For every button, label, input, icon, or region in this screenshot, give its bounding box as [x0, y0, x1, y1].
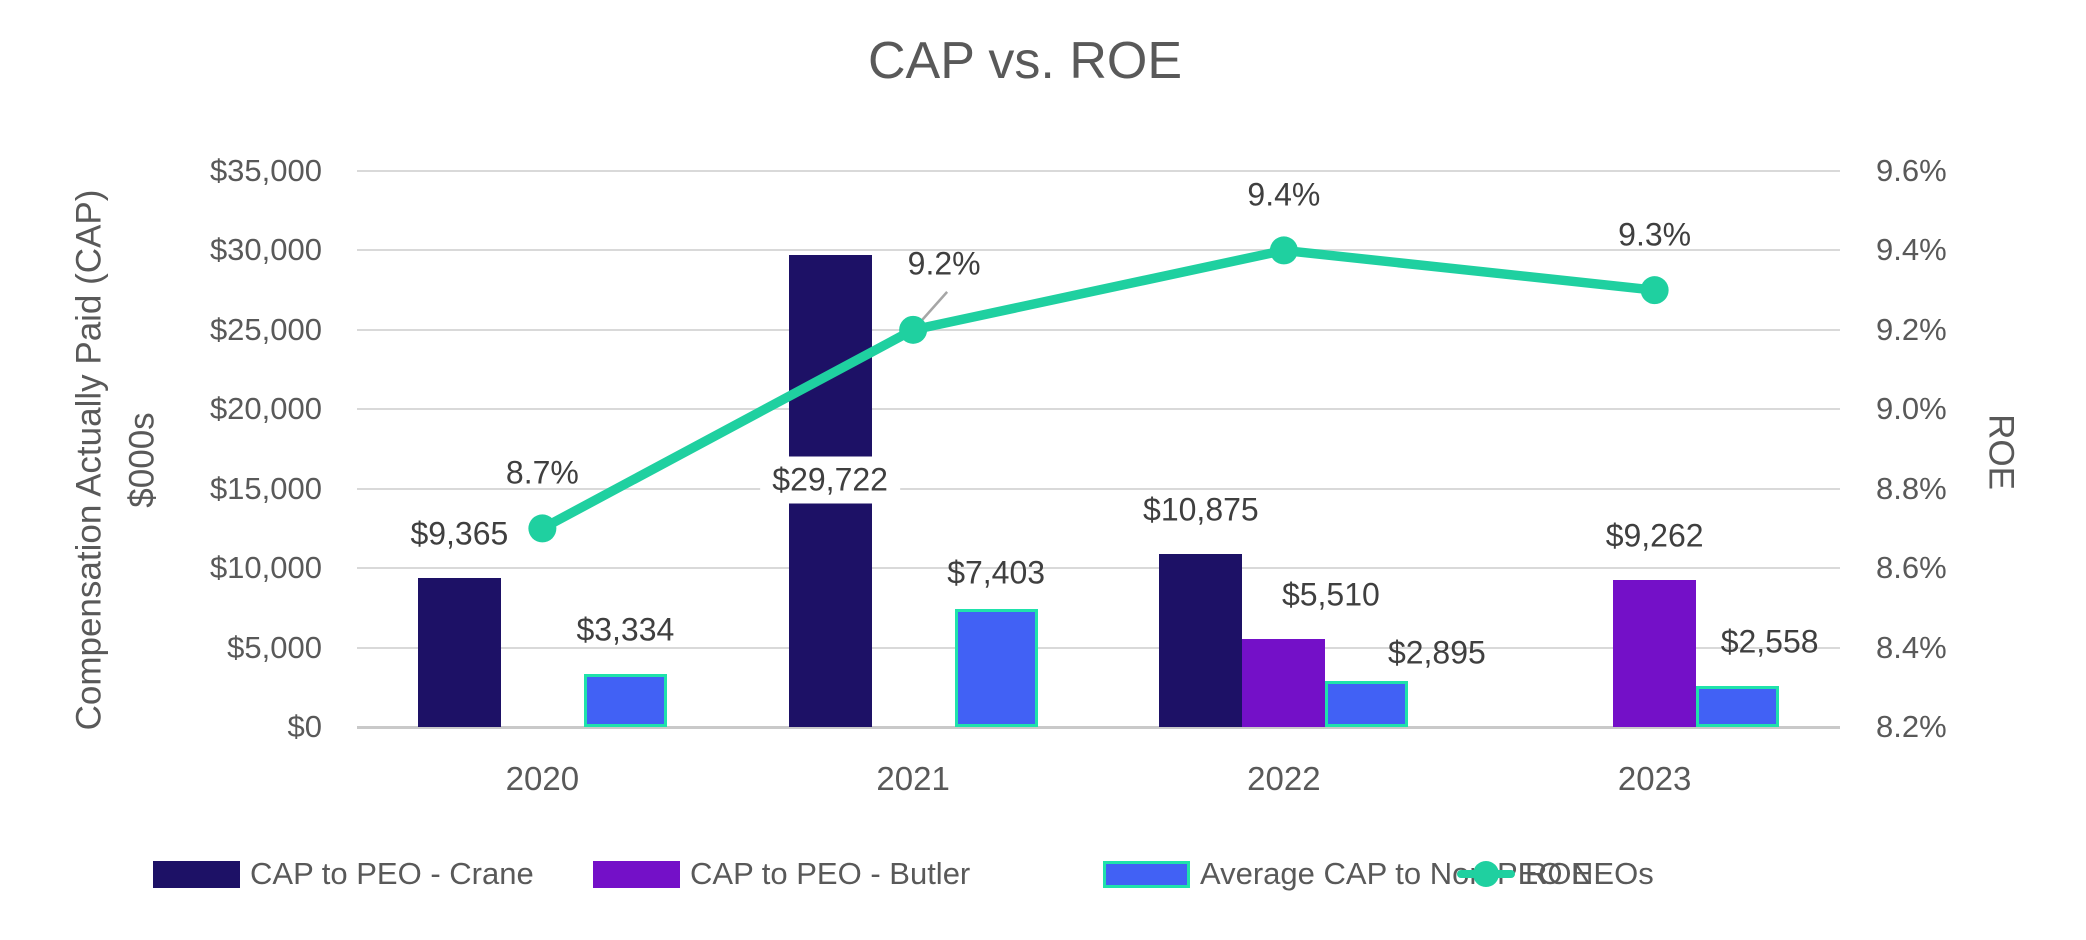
bar-average-cap-to-non-peo-neos-2020 — [583, 674, 667, 727]
y1-tick: $0 — [287, 709, 322, 744]
legend-item-1: CAP to PEO - Crane — [153, 853, 534, 895]
y2-tick: 9.4% — [1876, 232, 1947, 268]
legend-swatch — [1103, 860, 1190, 888]
y1-tick: $25,000 — [209, 311, 322, 347]
gridline — [357, 567, 1840, 570]
bar-average-cap-to-non-peo-neos-2023 — [1696, 686, 1780, 727]
y2-tick: 8.2% — [1876, 709, 1947, 744]
label-leader-line — [914, 291, 949, 329]
x-tick-2022: 2022 — [1247, 760, 1321, 797]
bar-data-label: $9,365 — [410, 515, 509, 552]
y1-tick: $30,000 — [209, 232, 322, 268]
y2-tick: 8.6% — [1876, 550, 1947, 586]
bar-data-label: $2,895 — [1387, 634, 1486, 671]
y1-tick: $20,000 — [209, 391, 322, 427]
roe-marker — [528, 514, 557, 543]
y2-tick: 9.6% — [1876, 153, 1947, 188]
gridline — [357, 646, 1840, 649]
legend-item-3: Average CAP to Non-PEO NEOs — [1103, 853, 1654, 895]
roe-marker — [1640, 276, 1669, 305]
bar-average-cap-to-non-peo-neos-2021 — [954, 609, 1038, 727]
bar-data-label: $2,558 — [1720, 623, 1819, 660]
bar-cap-to-peo-crane-2022 — [1159, 554, 1243, 727]
gridline — [357, 487, 1840, 490]
legend-label: CAP to PEO - Butler — [690, 856, 971, 891]
chart-title: CAP vs. ROE — [867, 32, 1183, 90]
x-tick-2020: 2020 — [505, 760, 580, 797]
y1-tick: $15,000 — [209, 470, 322, 506]
y1-tick: $10,000 — [209, 550, 322, 586]
roe-data-label: 9.2% — [907, 245, 981, 282]
gridline — [357, 328, 1840, 331]
legend-label: Average CAP to Non-PEO NEOs — [1200, 856, 1654, 891]
legend-swatch — [153, 860, 240, 888]
x-tick-2021: 2021 — [876, 760, 950, 797]
bar-data-label: $7,403 — [947, 554, 1046, 591]
y1-tick: $5,000 — [227, 629, 322, 665]
roe-data-label: 9.4% — [1247, 176, 1321, 213]
y2-tick: 9.0% — [1876, 391, 1947, 427]
bar-cap-to-peo-butler-2023 — [1613, 579, 1697, 727]
legend-item-2: CAP to PEO - Butler — [593, 853, 970, 895]
gridline — [357, 408, 1840, 411]
legend-item-roe: ROE — [1457, 853, 1592, 895]
bar-cap-to-peo-crane-2020 — [417, 578, 501, 727]
bar-cap-to-peo-butler-2022 — [1242, 639, 1326, 727]
x-tick-2023: 2023 — [1617, 760, 1692, 797]
gridline — [357, 170, 1840, 172]
legend-line-marker — [1457, 859, 1515, 889]
roe-data-label: 9.3% — [1618, 216, 1692, 253]
bar-data-label: $5,510 — [1281, 576, 1380, 613]
bar-data-label: $3,334 — [576, 611, 675, 648]
roe-data-label: 8.7% — [505, 454, 579, 491]
right-axis-title: ROE — [1981, 414, 2021, 490]
legend-swatch — [593, 860, 680, 888]
bar-data-label: $10,875 — [1143, 491, 1259, 528]
bar-data-label: $9,262 — [1605, 517, 1704, 554]
legend-label: ROE — [1525, 856, 1593, 891]
y2-tick: 8.8% — [1876, 470, 1947, 506]
x-axis-line — [357, 726, 1840, 729]
legend-label: CAP to PEO - Crane — [250, 856, 534, 891]
y2-tick: 8.4% — [1876, 629, 1947, 665]
bar-data-label: $29,722 — [760, 456, 900, 504]
y1-tick: $35,000 — [209, 153, 322, 188]
y2-tick: 9.2% — [1876, 311, 1947, 347]
bar-average-cap-to-non-peo-neos-2022 — [1325, 681, 1409, 727]
